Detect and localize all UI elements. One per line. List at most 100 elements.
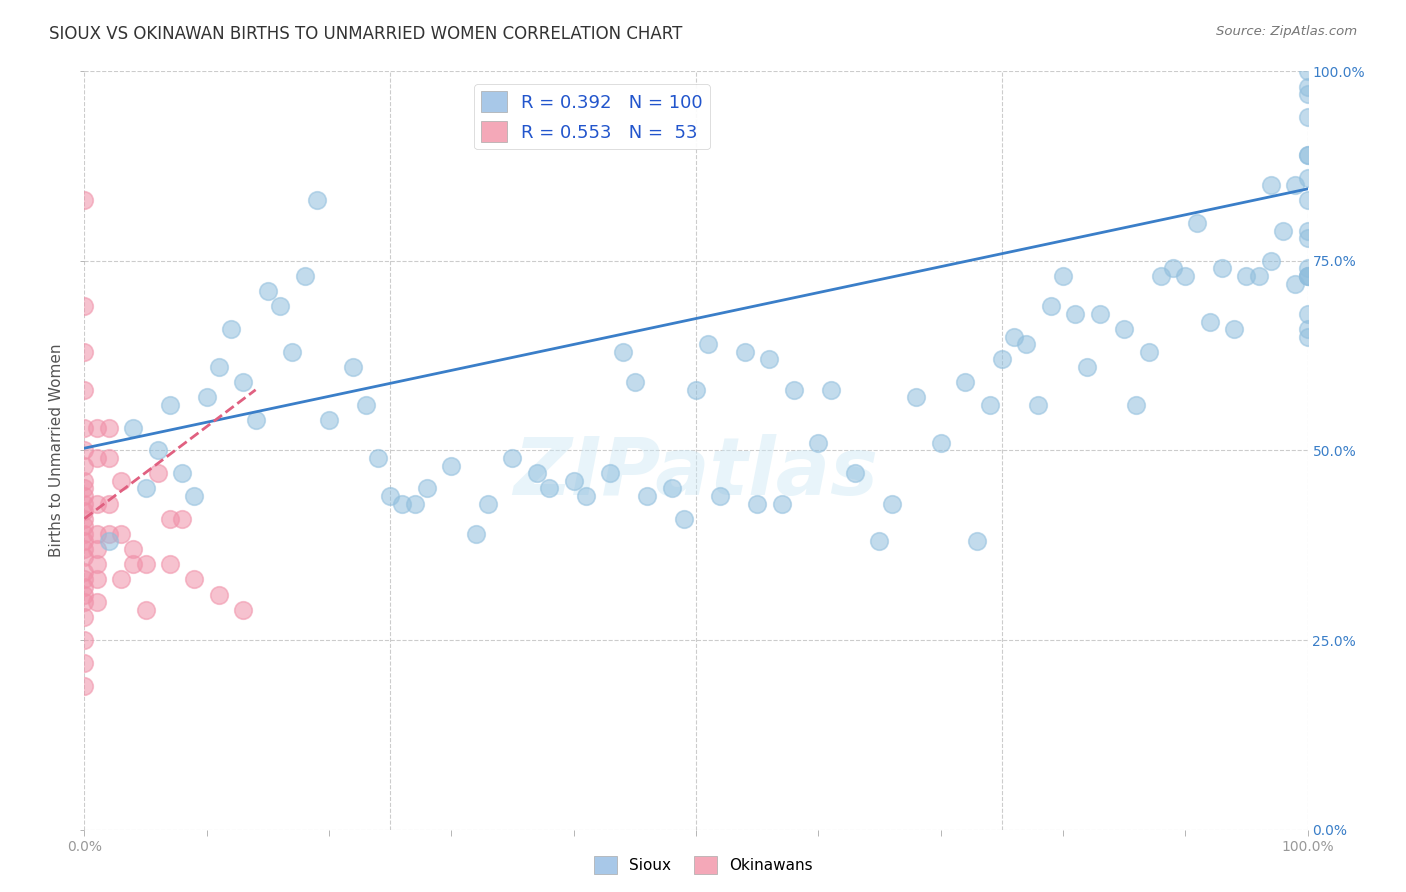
Point	[538, 482, 561, 496]
Point	[1296, 170, 1319, 185]
Point	[1296, 64, 1319, 78]
Point	[97, 451, 120, 466]
Point	[305, 194, 328, 208]
Point	[232, 603, 254, 617]
Point	[73, 610, 96, 624]
Point	[73, 656, 96, 670]
Text: ZIPatlas: ZIPatlas	[513, 434, 879, 512]
Point	[807, 436, 830, 450]
Y-axis label: Births to Unmarried Women: Births to Unmarried Women	[49, 343, 65, 558]
Point	[562, 474, 585, 488]
Point	[73, 496, 96, 510]
Point	[122, 421, 145, 435]
Point	[281, 344, 304, 359]
Point	[1187, 216, 1209, 230]
Point	[1039, 300, 1062, 314]
Point	[1284, 277, 1306, 291]
Point	[1076, 359, 1098, 375]
Point	[661, 482, 683, 496]
Point	[86, 451, 108, 466]
Point	[391, 496, 413, 510]
Point	[1174, 269, 1197, 284]
Point	[709, 489, 731, 503]
Point	[440, 458, 463, 473]
Point	[758, 352, 780, 367]
Point	[1052, 269, 1074, 284]
Point	[73, 443, 96, 458]
Point	[73, 573, 96, 587]
Point	[110, 526, 132, 541]
Point	[1296, 223, 1319, 237]
Point	[502, 451, 524, 466]
Point	[1247, 269, 1270, 284]
Point	[612, 344, 634, 359]
Point	[73, 534, 96, 549]
Point	[122, 557, 145, 572]
Point	[135, 603, 157, 617]
Point	[195, 391, 218, 405]
Point	[416, 482, 439, 496]
Point	[73, 588, 96, 602]
Point	[73, 580, 96, 594]
Point	[122, 542, 145, 557]
Point	[1284, 178, 1306, 193]
Point	[73, 383, 96, 397]
Point	[1137, 344, 1160, 359]
Point	[86, 542, 108, 557]
Point	[73, 512, 96, 526]
Point	[110, 474, 132, 488]
Point	[1198, 314, 1220, 328]
Point	[73, 519, 96, 533]
Point	[697, 337, 720, 351]
Point	[477, 496, 499, 510]
Point	[73, 421, 96, 435]
Point	[1296, 269, 1319, 284]
Point	[672, 512, 695, 526]
Point	[526, 467, 548, 481]
Point	[73, 595, 96, 609]
Point	[869, 534, 891, 549]
Point	[1296, 194, 1319, 208]
Point	[1223, 322, 1246, 336]
Point	[97, 534, 120, 549]
Point	[1296, 261, 1319, 276]
Point	[73, 542, 96, 557]
Point	[1296, 148, 1319, 162]
Point	[953, 376, 976, 390]
Point	[97, 421, 120, 435]
Point	[1296, 269, 1319, 284]
Point	[1015, 337, 1038, 351]
Text: SIOUX VS OKINAWAN BIRTHS TO UNMARRIED WOMEN CORRELATION CHART: SIOUX VS OKINAWAN BIRTHS TO UNMARRIED WO…	[49, 25, 682, 43]
Point	[73, 633, 96, 648]
Point	[318, 413, 340, 427]
Point	[880, 496, 903, 510]
Point	[636, 489, 658, 503]
Point	[219, 322, 242, 336]
Point	[135, 557, 157, 572]
Point	[73, 474, 96, 488]
Point	[966, 534, 988, 549]
Point	[844, 467, 866, 481]
Point	[1150, 269, 1173, 284]
Point	[73, 565, 96, 579]
Point	[991, 352, 1014, 367]
Point	[624, 376, 647, 390]
Point	[172, 467, 194, 481]
Point	[135, 482, 157, 496]
Point	[979, 398, 1001, 412]
Point	[86, 557, 108, 572]
Point	[208, 588, 231, 602]
Point	[183, 573, 205, 587]
Point	[1296, 322, 1319, 336]
Point	[73, 458, 96, 473]
Point	[1296, 269, 1319, 284]
Point	[86, 526, 108, 541]
Point	[73, 489, 96, 503]
Point	[97, 496, 120, 510]
Point	[1296, 307, 1319, 321]
Point	[159, 512, 181, 526]
Point	[1260, 253, 1282, 268]
Point	[73, 300, 96, 314]
Point	[208, 359, 231, 375]
Point	[294, 269, 316, 284]
